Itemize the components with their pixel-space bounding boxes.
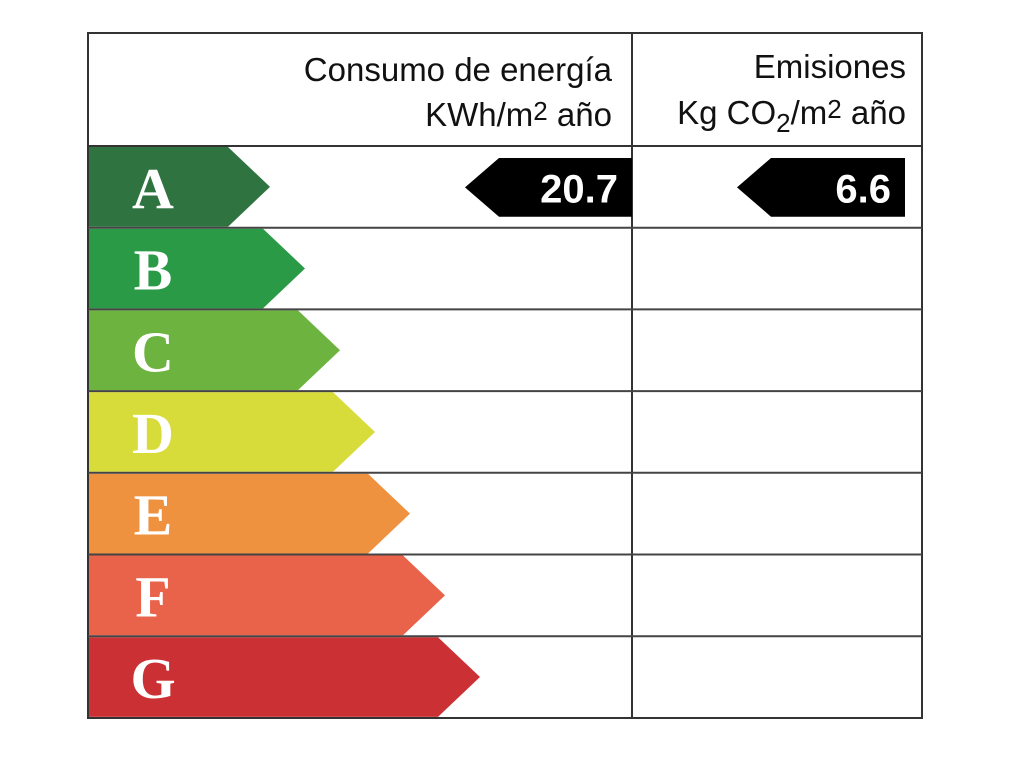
rating-letter: F (135, 564, 170, 629)
rating-letter: B (134, 238, 173, 303)
rating-arrow-f (89, 555, 445, 636)
rating-arrow-c (89, 310, 340, 391)
rating-arrow-a (89, 147, 270, 227)
rating-arrow-b (89, 228, 305, 309)
rating-letter: C (132, 319, 174, 384)
emissions-unit: Kg CO2/m2 año (677, 94, 906, 138)
rating-letter: E (134, 483, 173, 548)
emissions-marker: 6.6 (737, 158, 905, 217)
rating-letter: A (132, 156, 174, 221)
emissions-title: Emisiones (754, 48, 906, 85)
rating-arrow-g (89, 637, 480, 717)
rating-arrow-e (89, 473, 410, 554)
table-grid (87, 32, 923, 719)
rating-letter: D (132, 401, 174, 466)
energy-value: 20.7 (540, 167, 618, 211)
energy-marker-arrow (465, 158, 632, 217)
emissions-value: 6.6 (835, 167, 891, 211)
emissions-marker-arrow (737, 158, 905, 217)
energy-unit: KWh/m2 año (425, 96, 612, 133)
rating-arrow-d (89, 392, 375, 472)
energy-marker: 20.7 (465, 158, 632, 217)
rating-letter: G (130, 646, 175, 711)
energy-title: Consumo de energía (304, 51, 613, 88)
